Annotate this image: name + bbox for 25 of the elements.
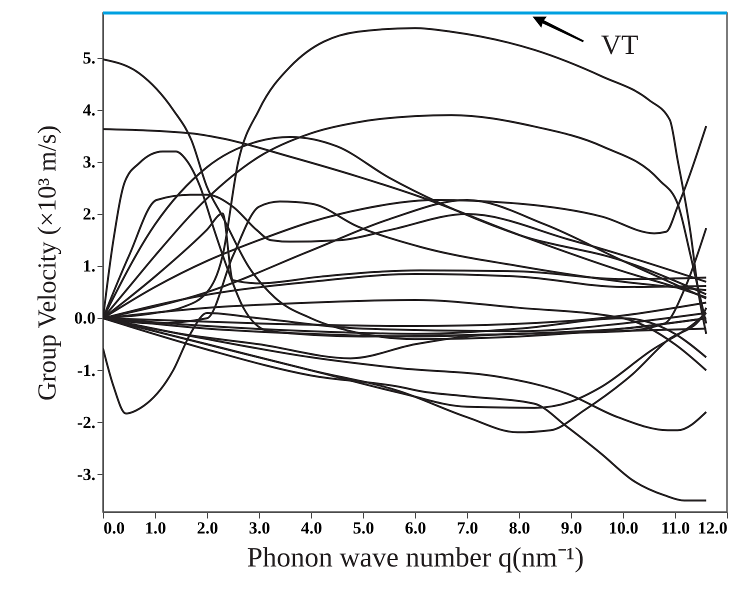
x-tick-label: 6.0 xyxy=(404,518,426,538)
y-tick-label: 1. xyxy=(82,256,96,276)
y-axis-title: Group Velocity (×10³ m/s) xyxy=(32,125,62,401)
y-tick-label: 5. xyxy=(82,48,96,68)
x-tick-label: 5.0 xyxy=(352,518,374,538)
x-tick-label: 9.0 xyxy=(560,518,582,538)
x-tick-label: 8.0 xyxy=(508,518,530,538)
x-tick-label: 4.0 xyxy=(300,518,322,538)
x-tick-label: 1.0 xyxy=(144,518,166,538)
y-tick-label: -2. xyxy=(77,412,96,432)
x-tick-label: 7.0 xyxy=(456,518,478,538)
x-tick-label: 11.0 xyxy=(661,518,690,538)
y-tick-label: 4. xyxy=(82,100,96,120)
y-tick-label: -1. xyxy=(77,360,96,380)
y-tick-label: 2. xyxy=(82,204,96,224)
ref-line-label: VT xyxy=(601,30,638,61)
x-tick-label: 10.0 xyxy=(608,518,638,538)
x-tick-label: 12.0 xyxy=(698,518,728,538)
y-tick-label: 3. xyxy=(82,152,96,172)
x-tick-label: 0.0 xyxy=(104,518,125,538)
x-tick-label: 2.0 xyxy=(196,518,218,538)
x-axis-title: Phonon wave number q(nm⁻¹) xyxy=(246,542,584,574)
y-tick-label: -3. xyxy=(77,464,96,484)
x-tick-label: 3.0 xyxy=(248,518,270,538)
y-tick-label: 0.0 xyxy=(74,308,96,328)
